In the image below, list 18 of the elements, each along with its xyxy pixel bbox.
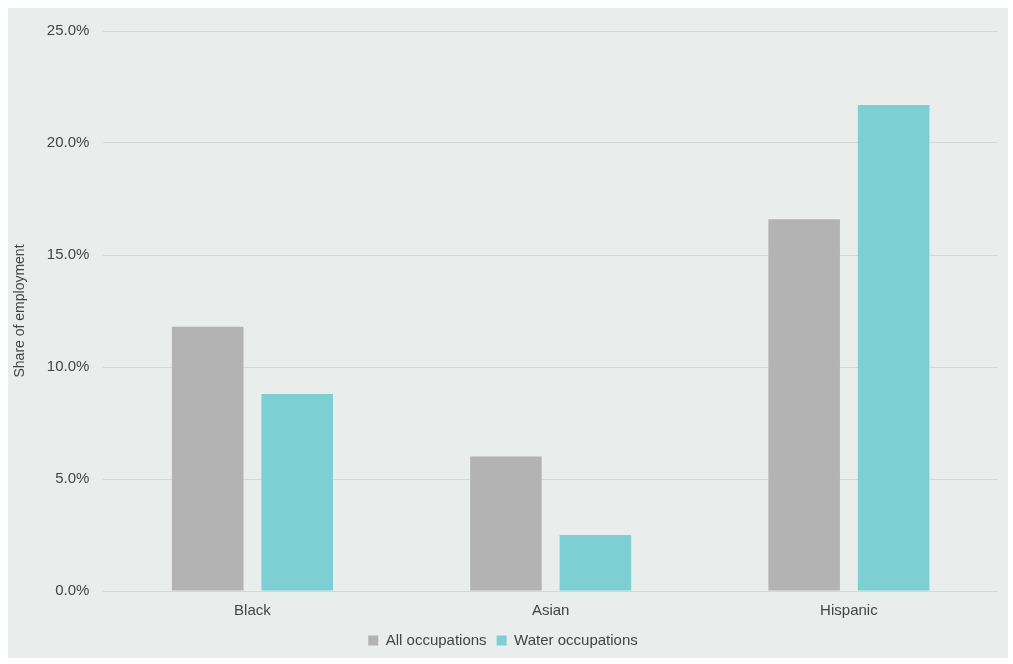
y-tick-label: 0.0% <box>55 581 90 599</box>
y-tick-label: 20.0% <box>46 133 90 151</box>
y-tick-label: 10.0% <box>46 357 90 375</box>
bar <box>559 535 632 591</box>
x-tick-label: Hispanic <box>820 601 879 619</box>
y-tick-label: 5.0% <box>55 469 90 487</box>
y-axis-title: Share of employment <box>11 244 28 378</box>
bar <box>470 456 542 591</box>
x-tick-label: Asian <box>531 601 570 619</box>
bar <box>261 393 333 591</box>
y-tick-label: 25.0% <box>46 21 90 39</box>
x-tick-label: Black <box>234 601 272 619</box>
bar <box>857 104 930 591</box>
legend-label: All occupations <box>385 630 487 648</box>
y-tick-label: 15.0% <box>46 245 90 263</box>
legend-label: Water occupations <box>514 630 638 648</box>
bar <box>768 219 840 591</box>
bar <box>171 326 244 591</box>
